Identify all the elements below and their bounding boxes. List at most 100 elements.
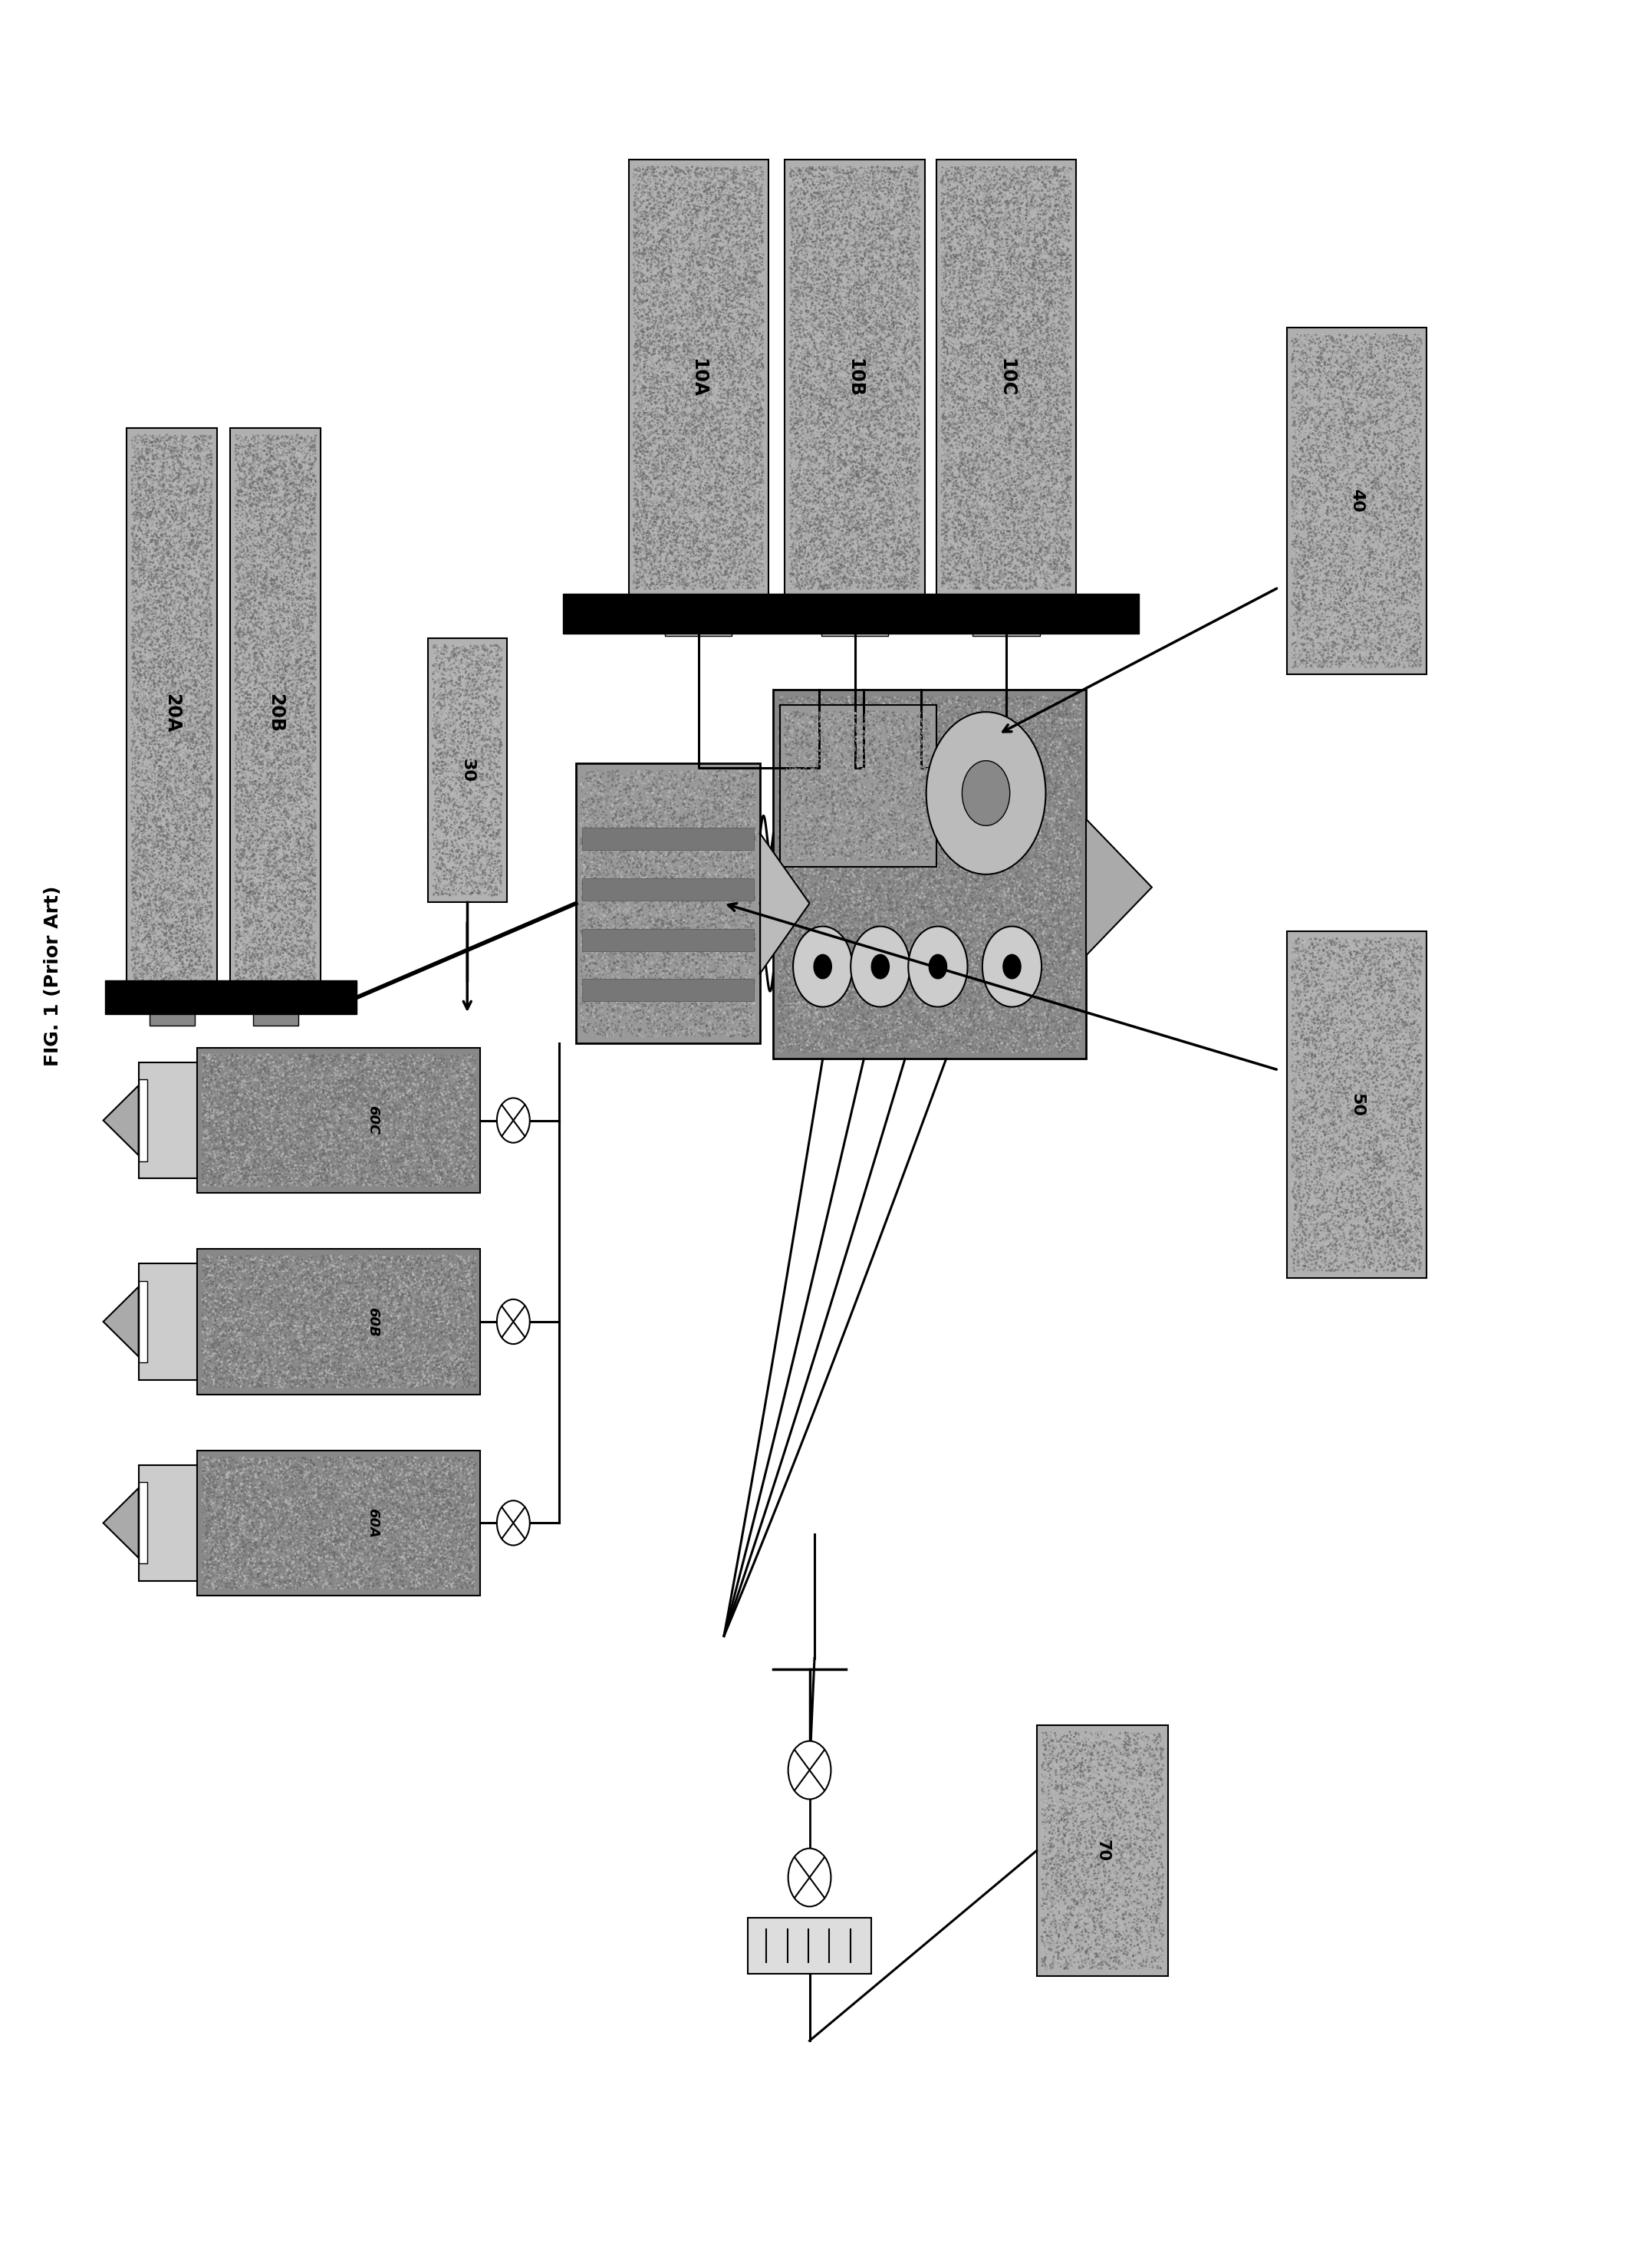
Point xyxy=(707,529,733,565)
Point xyxy=(1034,283,1061,319)
Point xyxy=(233,440,259,476)
Point xyxy=(1013,343,1039,379)
Point xyxy=(783,819,809,855)
Point xyxy=(839,760,866,796)
Point xyxy=(889,895,915,931)
Point xyxy=(867,781,894,816)
Point xyxy=(154,639,180,675)
Point xyxy=(955,236,981,271)
Point xyxy=(928,783,955,819)
Point xyxy=(1046,525,1072,561)
Point xyxy=(1363,1047,1389,1083)
Point xyxy=(923,785,950,821)
Point xyxy=(339,1568,365,1604)
Point xyxy=(790,458,816,493)
Point xyxy=(966,292,993,327)
Point xyxy=(965,691,991,727)
Point xyxy=(233,1323,259,1359)
Point xyxy=(172,419,198,455)
Point xyxy=(659,419,686,455)
Point xyxy=(773,751,800,787)
Point xyxy=(978,868,1004,904)
Point xyxy=(692,240,719,276)
Point xyxy=(302,1301,329,1337)
Point xyxy=(406,1070,433,1106)
Point xyxy=(885,823,912,859)
Point xyxy=(851,924,877,960)
Point xyxy=(155,657,182,693)
Point xyxy=(985,386,1011,422)
Point xyxy=(998,260,1024,296)
Point xyxy=(1034,792,1061,828)
Point xyxy=(1142,1763,1168,1799)
Point xyxy=(278,1148,304,1184)
Point xyxy=(889,345,915,381)
Point xyxy=(144,904,170,940)
Point xyxy=(709,428,735,464)
Point xyxy=(890,393,917,428)
Point xyxy=(289,1119,316,1155)
Point xyxy=(676,489,702,525)
Point xyxy=(453,677,479,713)
Point xyxy=(722,756,748,792)
Point xyxy=(172,911,198,947)
Point xyxy=(710,153,737,188)
Point xyxy=(661,325,687,361)
Point xyxy=(829,204,856,240)
Point xyxy=(1343,1117,1370,1153)
Point xyxy=(747,274,773,310)
Point xyxy=(646,944,672,980)
Point xyxy=(831,736,857,772)
Point xyxy=(448,657,474,693)
Point xyxy=(729,861,755,897)
Point xyxy=(1389,601,1416,637)
Point xyxy=(228,1079,254,1115)
Point xyxy=(687,426,714,462)
Point xyxy=(869,707,895,742)
Point xyxy=(1371,368,1398,404)
Point xyxy=(1047,890,1074,926)
Point xyxy=(230,505,256,541)
Point xyxy=(453,837,479,873)
Point xyxy=(279,879,306,915)
Point xyxy=(742,969,768,1005)
Point xyxy=(268,1312,294,1348)
Point xyxy=(240,873,266,908)
Point xyxy=(162,866,188,902)
Point xyxy=(169,520,195,556)
Point xyxy=(486,812,512,848)
Point xyxy=(935,888,961,924)
Point xyxy=(1303,998,1330,1034)
Point xyxy=(814,408,841,444)
Point xyxy=(410,1449,436,1485)
Point xyxy=(814,538,841,574)
Point xyxy=(466,807,492,843)
Point xyxy=(912,722,938,758)
Point xyxy=(838,796,864,832)
Point xyxy=(1047,534,1074,570)
Point xyxy=(238,861,264,897)
Point xyxy=(814,846,841,881)
Point xyxy=(806,812,833,848)
Point xyxy=(978,893,1004,929)
Point xyxy=(1350,408,1376,444)
Point xyxy=(1317,1032,1343,1068)
Point xyxy=(838,547,864,583)
Point xyxy=(613,823,639,859)
Point xyxy=(626,395,653,431)
Point xyxy=(1365,944,1391,980)
Point xyxy=(144,947,170,982)
Point xyxy=(268,536,294,572)
Point xyxy=(902,209,928,244)
Point xyxy=(730,244,757,280)
Point xyxy=(1008,200,1034,236)
Point xyxy=(378,1265,405,1301)
Point xyxy=(1008,159,1034,195)
Point xyxy=(1032,520,1059,556)
Point xyxy=(312,1281,339,1317)
Point xyxy=(846,792,872,828)
Point xyxy=(743,359,770,395)
Point xyxy=(269,1240,296,1276)
Point xyxy=(1044,888,1070,924)
Point xyxy=(631,964,657,1000)
